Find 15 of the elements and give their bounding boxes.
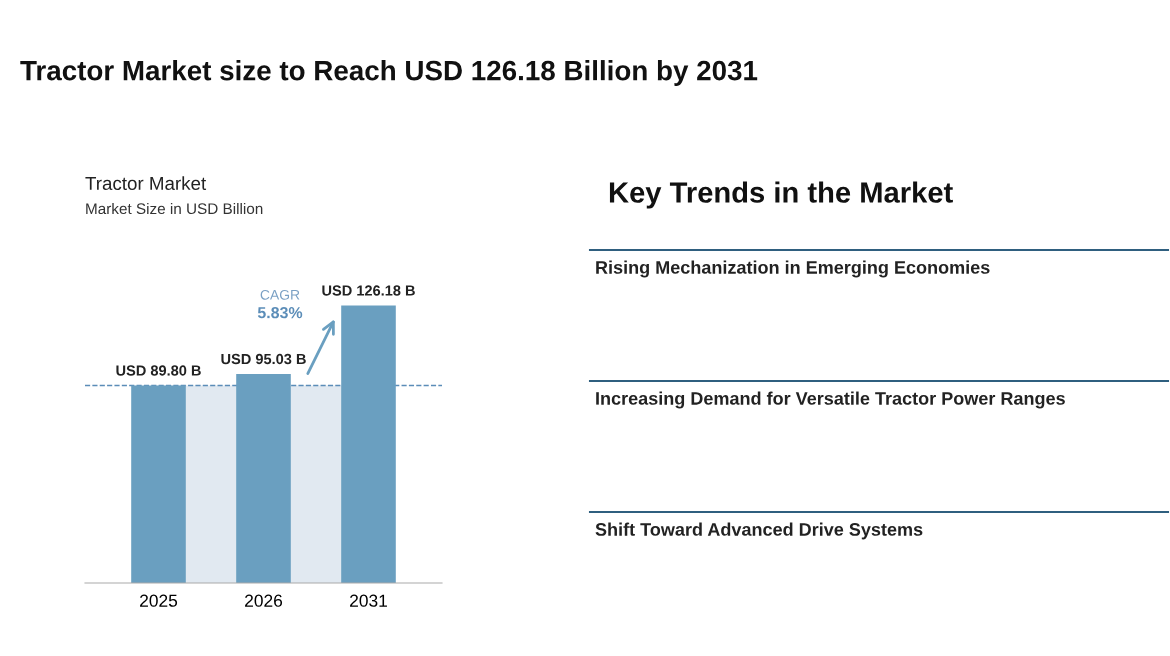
x-tick-label: 2025	[140, 594, 178, 607]
x-tick-label: 2026	[245, 594, 283, 607]
text: Shift Toward Advanced Drive Systems	[595, 522, 923, 540]
chart-subtitle: Market Size in USD Billion	[86, 202, 263, 215]
data-label: USD 95.03 B	[221, 353, 306, 365]
text: Rising Mechanization in Emerging Economies	[596, 260, 990, 278]
annotation: 5.83%	[257, 306, 303, 319]
chart-title: Tractor Market	[85, 176, 207, 191]
data-label: USD 89.80 B	[116, 365, 201, 376]
text: Increasing Demand for Versatile Tractor Power Ranges	[596, 391, 1065, 409]
text: Tractor Market size to Reach USD 126.18 Billion by 2031	[20, 60, 758, 86]
data-label: USD 126.18 B	[322, 285, 415, 296]
x-tick-label: 2031	[350, 594, 387, 607]
text: CAGR	[260, 289, 300, 300]
text: Key Trends in the Market	[609, 181, 953, 209]
